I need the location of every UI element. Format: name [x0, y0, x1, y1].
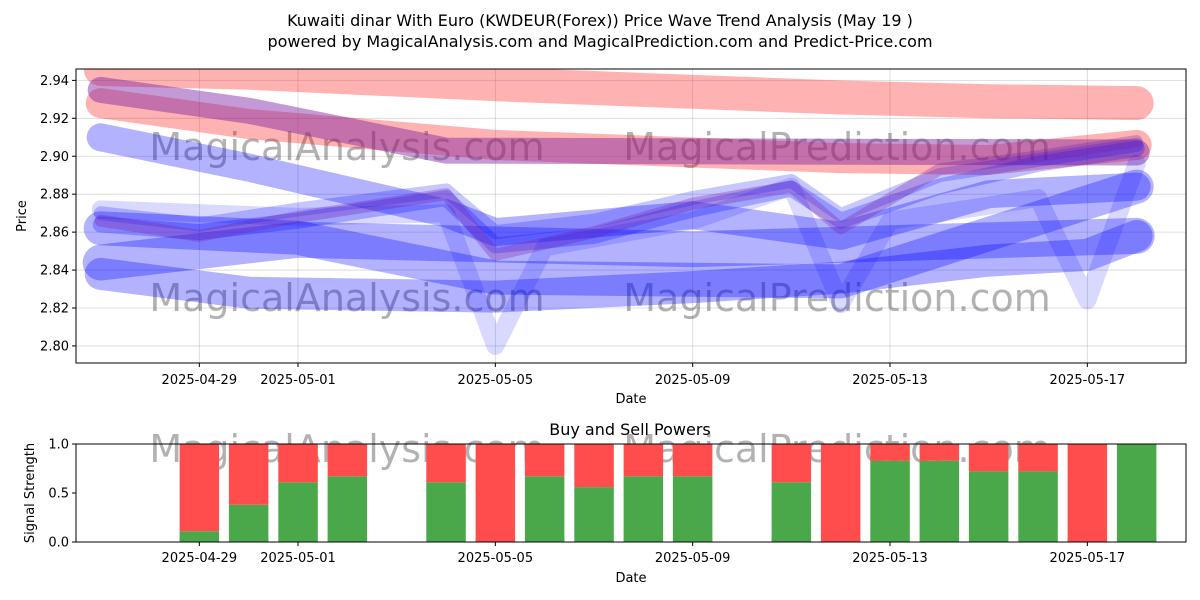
sell-bar: [919, 444, 960, 461]
watermark-prediction-top: MagicalPrediction.com: [623, 125, 1051, 169]
price-xtick-label: 2025-05-17: [1050, 373, 1126, 388]
signal-xtick-label: 2025-05-17: [1050, 551, 1126, 566]
sell-bar: [228, 444, 269, 505]
sell-bar: [524, 444, 565, 477]
buy-bar: [623, 476, 664, 542]
sell-bar: [179, 444, 220, 532]
buy-bar: [771, 482, 812, 542]
price-wave-blue: [86, 123, 1151, 250]
price-xtick-label: 2025-05-05: [458, 373, 534, 388]
buy-bar: [574, 487, 614, 542]
buy-bar: [672, 476, 713, 542]
sell-bar: [475, 444, 516, 542]
buy-bar: [278, 482, 318, 542]
price-xtick-label: 2025-05-01: [260, 373, 336, 388]
buy-bar: [524, 476, 565, 542]
price-grid: [76, 69, 1186, 363]
price-wave-blue: [93, 137, 1144, 240]
watermark-analysis-mid: MagicalAnalysis.com: [149, 276, 544, 320]
signal-xtick-label: 2025-05-05: [458, 551, 534, 566]
sell-bar: [1067, 444, 1108, 542]
signal-xlabel: Date: [615, 571, 646, 586]
signal-panel: Buy and Sell Powers MagicalAnalysis.com …: [23, 420, 1187, 586]
buy-bar: [1018, 471, 1058, 542]
price-panel: MagicalAnalysis.com MagicalPrediction.co…: [15, 68, 1187, 407]
price-xlabel: Date: [615, 392, 646, 407]
signal-ytick-label: 1.0: [48, 438, 69, 453]
chart-title-line2: powered by MagicalAnalysis.com and Magic…: [267, 32, 932, 51]
price-xtick-label: 2025-05-09: [655, 373, 731, 388]
signal-ylabel: Signal Strength: [23, 443, 38, 543]
signal-bars: [179, 444, 1157, 542]
buy-bar: [870, 460, 910, 542]
sell-bar: [968, 444, 1009, 472]
signal-ytick-label: 0.5: [48, 487, 69, 502]
signal-title: Buy and Sell Powers: [549, 420, 711, 439]
price-wave-blue: [84, 219, 1153, 313]
sell-bar: [820, 444, 861, 542]
signal-ticks: 2025-04-29 2025-05-01 2025-05-05 2025-05-09…: [48, 438, 1125, 567]
buy-bar: [1116, 444, 1157, 542]
watermark-analysis-top: MagicalAnalysis.com: [149, 125, 544, 169]
price-wave-red: [85, 88, 1152, 175]
price-ytick-label: 2.84: [40, 264, 69, 279]
sell-bar: [870, 444, 910, 461]
signal-ytick-label: 0.0: [48, 536, 69, 551]
sell-bar: [1018, 444, 1058, 472]
sell-bar: [771, 444, 812, 483]
price-wave-blue: [91, 154, 1146, 355]
buy-bar: [228, 504, 269, 542]
price-ytick-label: 2.88: [40, 188, 69, 203]
price-wave-purple: [87, 76, 1150, 166]
chart-title-line1: Kuwaiti dinar With Euro (KWDEUR(Forex)) …: [287, 11, 913, 30]
buy-bar: [327, 476, 368, 542]
price-ytick-label: 2.92: [40, 112, 69, 127]
price-xtick-label: 2025-04-29: [162, 373, 238, 388]
price-ylabel: Price: [15, 200, 30, 232]
price-wave-red: [83, 69, 1154, 121]
price-watermarks: MagicalAnalysis.com MagicalPrediction.co…: [149, 125, 1050, 320]
price-xtick-label: 2025-05-13: [852, 373, 928, 388]
price-ytick-label: 2.82: [40, 301, 69, 316]
price-ticks: 2025-04-29 2025-05-01 2025-05-05 2025-05-09…: [40, 74, 1125, 388]
buy-bar: [426, 482, 466, 542]
sell-bar: [278, 444, 318, 483]
price-wave-blue: [83, 169, 1154, 299]
buy-bar: [919, 460, 960, 542]
price-ytick-label: 2.90: [40, 150, 69, 165]
sell-bar: [574, 444, 614, 488]
price-ytick-label: 2.94: [40, 74, 69, 89]
watermark-prediction-mid: MagicalPrediction.com: [623, 276, 1051, 320]
price-axes-frame: [75, 68, 1187, 364]
sell-bar: [672, 444, 713, 477]
price-ytick-label: 2.80: [40, 339, 69, 354]
price-series: [82, 69, 1155, 355]
price-wave-purple: [94, 135, 1143, 261]
buy-bar: [179, 531, 220, 542]
signal-xtick-label: 2025-05-01: [260, 551, 336, 566]
signal-xtick-label: 2025-05-13: [852, 551, 928, 566]
price-wave-blue: [92, 140, 1145, 254]
sell-bar: [426, 444, 466, 483]
sell-bar: [327, 444, 368, 477]
sell-bar: [623, 444, 664, 477]
price-ytick-label: 2.86: [40, 226, 69, 241]
buy-bar: [968, 471, 1009, 542]
price-wave-blue: [82, 217, 1155, 281]
signal-xtick-label: 2025-05-09: [655, 551, 731, 566]
signal-xtick-label: 2025-04-29: [162, 551, 238, 566]
